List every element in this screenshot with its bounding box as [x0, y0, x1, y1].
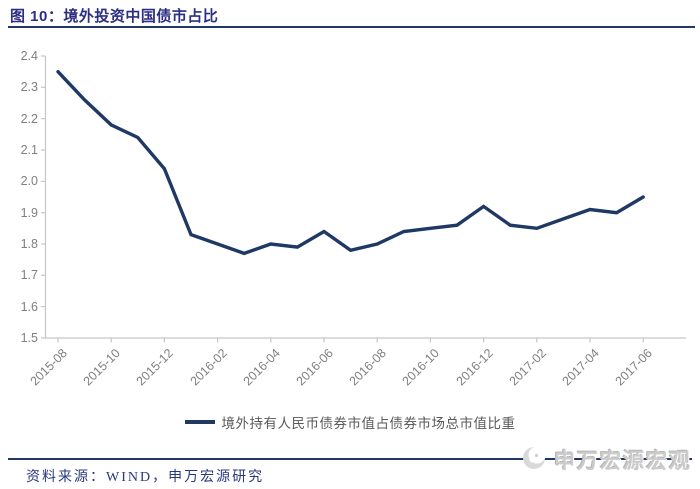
sws-logo-icon — [520, 442, 550, 477]
legend-label: 境外持有人民币债券市值占债券市场总市值比重 — [221, 416, 516, 431]
watermark-text: 申万宏源宏观 — [554, 449, 692, 473]
y-axis-tick-label: 2.3 — [20, 80, 38, 95]
watermark: 申万宏源宏观 — [520, 442, 692, 477]
y-axis-tick-label: 1.8 — [20, 237, 38, 251]
series-line — [56, 69, 645, 256]
y-axis-tick-label: 2.0 — [20, 174, 38, 189]
footer-divider — [8, 458, 692, 460]
legend-line-swatch — [184, 420, 215, 424]
legend: 境外持有人民币债券市值占债券市场总市值比重 — [0, 411, 700, 433]
y-axis-tick-label: 1.5 — [20, 331, 38, 345]
y-axis-tick-label: 2.1 — [20, 143, 38, 157]
y-axis-tick-label: 1.9 — [20, 205, 38, 220]
page-title: 图 10：境外投资中国债市占比 — [10, 8, 219, 25]
y-axis-tick-label: 1.6 — [20, 299, 38, 314]
y-axis-tick-label: 2.2 — [20, 111, 38, 126]
y-axis-tick-label: 1.7 — [20, 268, 38, 283]
title-divider — [8, 26, 695, 28]
source-note: 资料来源：WIND，申万宏源研究 — [26, 470, 265, 485]
y-axis-tick-label: 2.4 — [20, 49, 38, 63]
